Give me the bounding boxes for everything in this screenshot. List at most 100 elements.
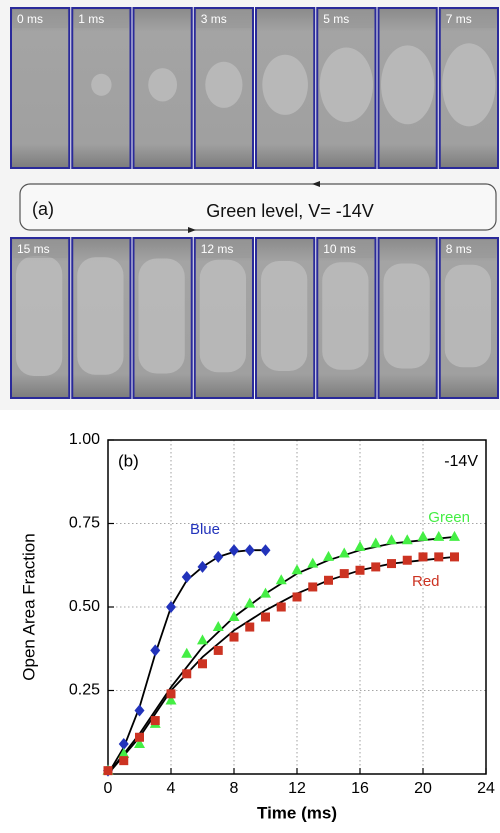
marker: [417, 530, 429, 541]
marker: [103, 766, 113, 776]
x-tick-label: 16: [351, 780, 369, 797]
series-label: Blue: [190, 521, 220, 538]
fit-line: [107, 536, 455, 775]
panel-a-label: (a): [32, 199, 54, 219]
marker: [275, 574, 287, 585]
frame-label: 8 ms: [446, 242, 472, 256]
frame-label-bg: [74, 10, 129, 28]
open-area: [444, 264, 491, 368]
marker: [229, 632, 239, 642]
open-area: [442, 43, 496, 127]
marker: [119, 756, 129, 766]
marker: [197, 560, 208, 573]
series-label: Red: [412, 573, 440, 590]
open-area: [91, 73, 112, 96]
x-tick-label: 8: [230, 780, 239, 797]
marker: [292, 592, 302, 602]
marker: [434, 552, 444, 562]
y-tick-label: 0.25: [69, 682, 100, 699]
marker: [418, 552, 428, 562]
marker: [449, 530, 460, 541]
marker: [244, 544, 255, 557]
frame-label: 7 ms: [446, 12, 472, 26]
plot-frame: [107, 439, 487, 775]
x-tick-label: 20: [414, 780, 432, 797]
marker: [165, 694, 177, 705]
marker: [198, 659, 207, 669]
x-tick-label: 24: [477, 780, 495, 797]
marker: [324, 575, 333, 585]
marker: [166, 689, 176, 699]
y-tick-label: 1.00: [69, 431, 100, 448]
open-area: [381, 45, 435, 125]
x-tick-label: 0: [104, 780, 113, 797]
marker: [213, 550, 224, 563]
marker: [229, 544, 239, 557]
marker: [339, 569, 349, 579]
marker: [181, 570, 192, 583]
fit-line: [107, 556, 455, 775]
frame-label-bg: [13, 10, 68, 28]
open-area: [138, 258, 185, 374]
marker: [260, 587, 271, 598]
x-axis-label: Time (ms): [257, 803, 337, 822]
marker: [387, 559, 396, 569]
open-area: [319, 47, 373, 123]
frame-label: 10 ms: [323, 242, 356, 256]
x-tick-label: 4: [167, 780, 176, 797]
frame-label: 12 ms: [201, 242, 234, 256]
frame-label-bg: [441, 10, 496, 28]
open-area: [16, 256, 63, 376]
open-area: [383, 263, 430, 369]
marker: [370, 537, 382, 548]
marker: [402, 555, 412, 565]
series-label: Green: [428, 509, 470, 526]
open-area: [205, 61, 243, 108]
open-area: [261, 261, 308, 371]
open-area: [322, 262, 369, 370]
marker: [118, 747, 130, 758]
marker: [150, 644, 161, 657]
open-area: [77, 257, 124, 375]
frame-label: 1 ms: [78, 12, 104, 26]
caption-box: [19, 183, 497, 231]
open-area: [199, 259, 246, 373]
marker: [401, 534, 413, 545]
marker: [197, 634, 208, 645]
fit-line: [107, 549, 266, 775]
y-axis-label: Open Area Fraction: [19, 533, 38, 680]
marker: [182, 669, 192, 679]
marker: [134, 737, 145, 748]
marker: [244, 597, 256, 608]
frame-label-bg: [441, 240, 496, 258]
marker: [323, 550, 334, 561]
arrow-left: [188, 227, 196, 233]
marker: [150, 716, 160, 726]
panel-a-caption: Green level, V= -14V: [206, 201, 374, 221]
marker: [386, 534, 397, 545]
frame-label: 3 ms: [201, 12, 227, 26]
marker: [166, 601, 176, 613]
frame-label-bg: [13, 240, 68, 258]
marker: [355, 565, 365, 575]
panel-b-label: (b): [118, 451, 139, 470]
marker: [212, 621, 224, 632]
marker: [276, 602, 286, 612]
marker: [228, 611, 240, 622]
marker: [291, 564, 303, 575]
open-area: [148, 68, 178, 102]
arrow-right: [312, 181, 320, 187]
frame-label: 0 ms: [17, 12, 43, 26]
marker: [433, 530, 445, 541]
marker: [261, 612, 270, 622]
marker: [450, 552, 459, 562]
marker: [308, 582, 318, 592]
chart: 0 4 8 12 16 20 24 0.25 0.50 0.75 1.00 Time (ms) Open…: [19, 431, 495, 822]
frames: 0 ms 1 ms 3 ms 5 ms 7 ms 15 ms 12 ms 10 ms 8 ms: [10, 7, 499, 399]
marker: [213, 645, 223, 655]
frame: [10, 7, 71, 169]
marker: [134, 704, 145, 717]
marker: [181, 647, 193, 658]
frame-label: 5 ms: [323, 12, 349, 26]
